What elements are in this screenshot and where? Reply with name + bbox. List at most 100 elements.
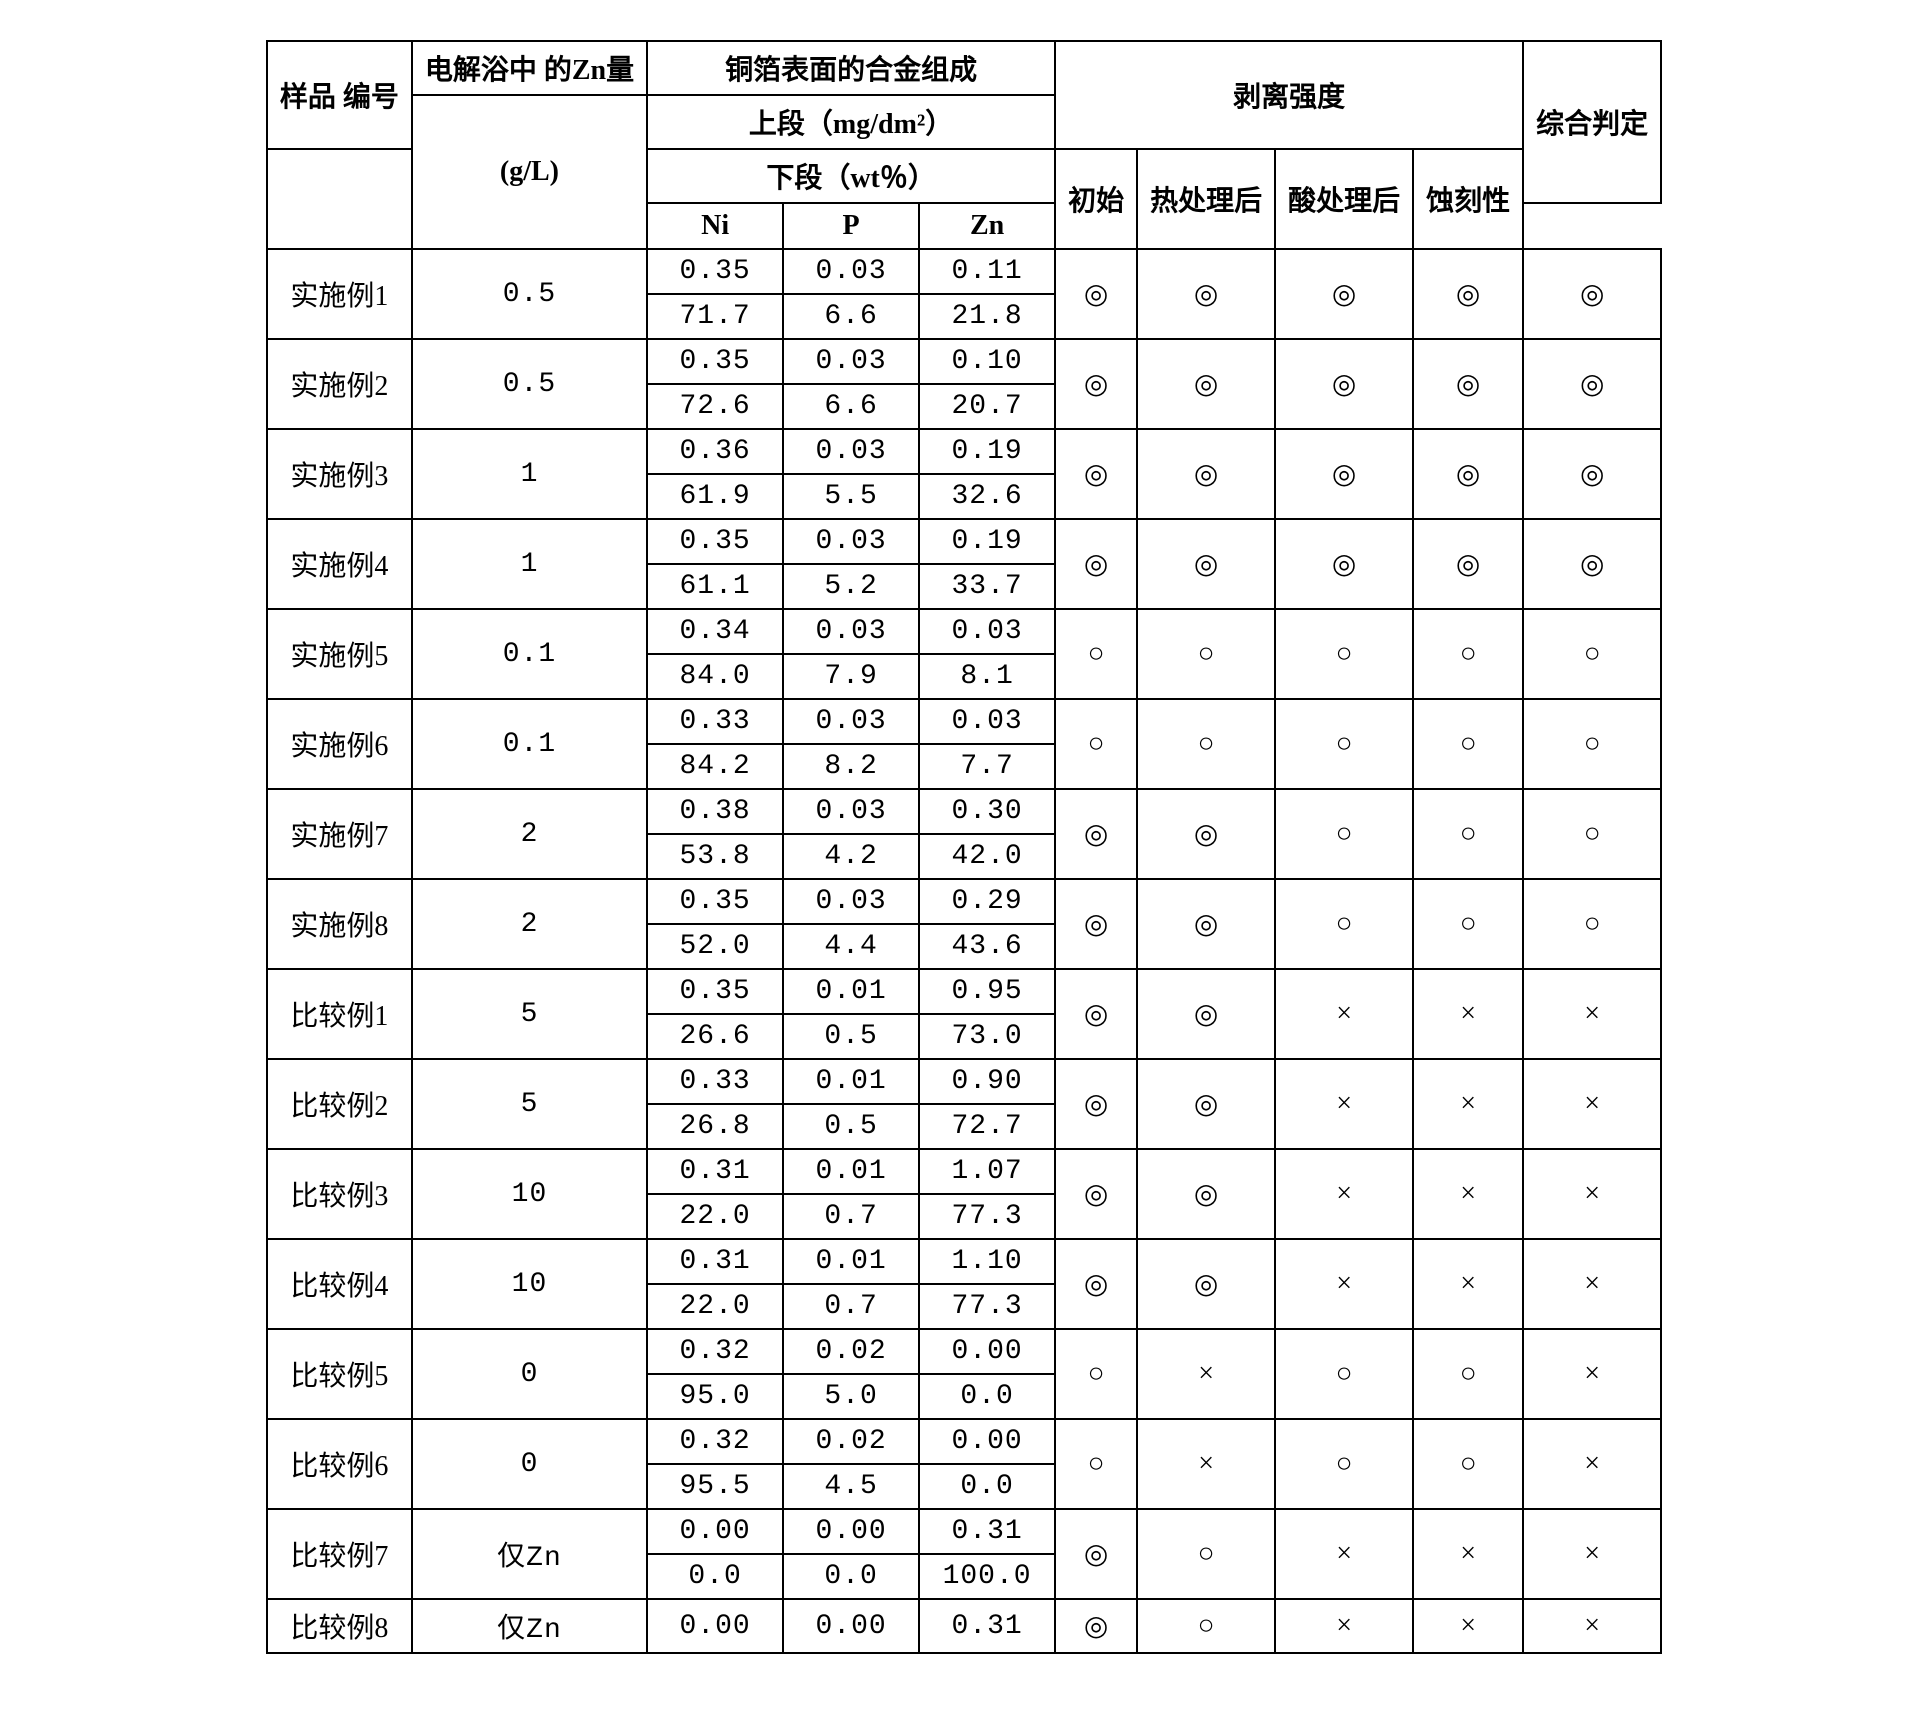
cell: ○ (1137, 1509, 1275, 1599)
cell: 22.0 (647, 1284, 783, 1329)
table-row: 比较例7仅Zn0.000.000.31◎○××× (267, 1509, 1661, 1554)
cell: 5 (412, 1059, 647, 1149)
cell: ○ (1275, 1419, 1413, 1509)
cell: × (1523, 1419, 1661, 1509)
cell: 比较例8 (267, 1599, 412, 1653)
cell: 6.6 (783, 294, 919, 339)
cell: ◎ (1055, 969, 1137, 1059)
cell: 20.7 (919, 384, 1055, 429)
cell: 53.8 (647, 834, 783, 879)
cell: 0.03 (783, 429, 919, 474)
cell: 实施例8 (267, 879, 412, 969)
cell: × (1413, 1599, 1523, 1653)
cell: ◎ (1055, 1149, 1137, 1239)
cell: 1 (412, 429, 647, 519)
cell: 实施例5 (267, 609, 412, 699)
cell: × (1523, 1149, 1661, 1239)
table-row: 实施例20.50.350.030.10◎◎◎◎◎ (267, 339, 1661, 384)
cell: ○ (1275, 879, 1413, 969)
header-overall: 综合判定 (1523, 41, 1661, 203)
cell: ○ (1137, 1599, 1275, 1653)
cell: 4.4 (783, 924, 919, 969)
cell: 0.5 (783, 1104, 919, 1149)
cell: 0.03 (783, 789, 919, 834)
cell: 0.03 (919, 609, 1055, 654)
cell: 0.32 (647, 1329, 783, 1374)
cell: 0.03 (783, 609, 919, 654)
cell: 1 (412, 519, 647, 609)
cell: 0.02 (783, 1419, 919, 1464)
cell: 10 (412, 1149, 647, 1239)
cell: ○ (1055, 1419, 1137, 1509)
header-p: P (783, 203, 919, 249)
cell: ◎ (1275, 339, 1413, 429)
cell: ◎ (1055, 1239, 1137, 1329)
cell: 52.0 (647, 924, 783, 969)
cell: 0.90 (919, 1059, 1055, 1104)
cell: 42.0 (919, 834, 1055, 879)
cell: 1.07 (919, 1149, 1055, 1194)
cell: 22.0 (647, 1194, 783, 1239)
cell: ◎ (1137, 1239, 1275, 1329)
cell: 0 (412, 1419, 647, 1509)
cell: × (1413, 1059, 1523, 1149)
cell: ◎ (1137, 339, 1275, 429)
cell: 0.00 (647, 1509, 783, 1554)
header-zn-unit: (g/L) (412, 95, 647, 249)
cell: ◎ (1413, 429, 1523, 519)
cell: ◎ (1137, 429, 1275, 519)
cell: 0.01 (783, 969, 919, 1014)
table-row: 实施例50.10.340.030.03○○○○○ (267, 609, 1661, 654)
cell: 0.33 (647, 1059, 783, 1104)
cell: × (1413, 1239, 1523, 1329)
table-row: 实施例820.350.030.29◎◎○○○ (267, 879, 1661, 924)
cell: 0.0 (783, 1554, 919, 1599)
cell: 0.1 (412, 699, 647, 789)
cell: 0.03 (783, 249, 919, 294)
cell: 72.6 (647, 384, 783, 429)
cell: 2 (412, 789, 647, 879)
cell: ○ (1413, 699, 1523, 789)
cell: 0.01 (783, 1059, 919, 1104)
cell: ◎ (1055, 519, 1137, 609)
cell: 5.5 (783, 474, 919, 519)
cell: 8.2 (783, 744, 919, 789)
cell: 0.5 (783, 1014, 919, 1059)
cell: 比较例2 (267, 1059, 412, 1149)
cell: ○ (1055, 609, 1137, 699)
cell: ◎ (1137, 879, 1275, 969)
cell: × (1137, 1419, 1275, 1509)
cell: 比较例4 (267, 1239, 412, 1329)
header-upper: 上段（mg/dm²） (647, 95, 1055, 149)
cell: × (1275, 969, 1413, 1059)
cell: 0.0 (919, 1374, 1055, 1419)
cell: 0.03 (783, 879, 919, 924)
cell: ◎ (1137, 789, 1275, 879)
cell: 0 (412, 1329, 647, 1419)
cell: 仅Zn (412, 1509, 647, 1599)
cell: × (1275, 1059, 1413, 1149)
cell: ○ (1055, 699, 1137, 789)
cell: × (1523, 1239, 1661, 1329)
cell: 77.3 (919, 1284, 1055, 1329)
cell: 实施例6 (267, 699, 412, 789)
header-alloy-title: 铜箔表面的合金组成 (647, 41, 1055, 95)
cell: ◎ (1523, 429, 1661, 519)
cell: 0.1 (412, 609, 647, 699)
cell: 26.8 (647, 1104, 783, 1149)
cell: 0.35 (647, 519, 783, 564)
cell: ○ (1413, 789, 1523, 879)
cell: 43.6 (919, 924, 1055, 969)
cell: 32.6 (919, 474, 1055, 519)
cell: 0.19 (919, 429, 1055, 474)
cell: 0.35 (647, 879, 783, 924)
cell: 1.10 (919, 1239, 1055, 1284)
cell: ○ (1137, 609, 1275, 699)
header-lower: 下段（wt％） (647, 149, 1055, 203)
cell: × (1523, 1599, 1661, 1653)
header-sample: 样品 编号 (267, 41, 412, 149)
cell: 77.3 (919, 1194, 1055, 1239)
cell: 0.00 (919, 1419, 1055, 1464)
cell: 0.02 (783, 1329, 919, 1374)
cell: 0.33 (647, 699, 783, 744)
